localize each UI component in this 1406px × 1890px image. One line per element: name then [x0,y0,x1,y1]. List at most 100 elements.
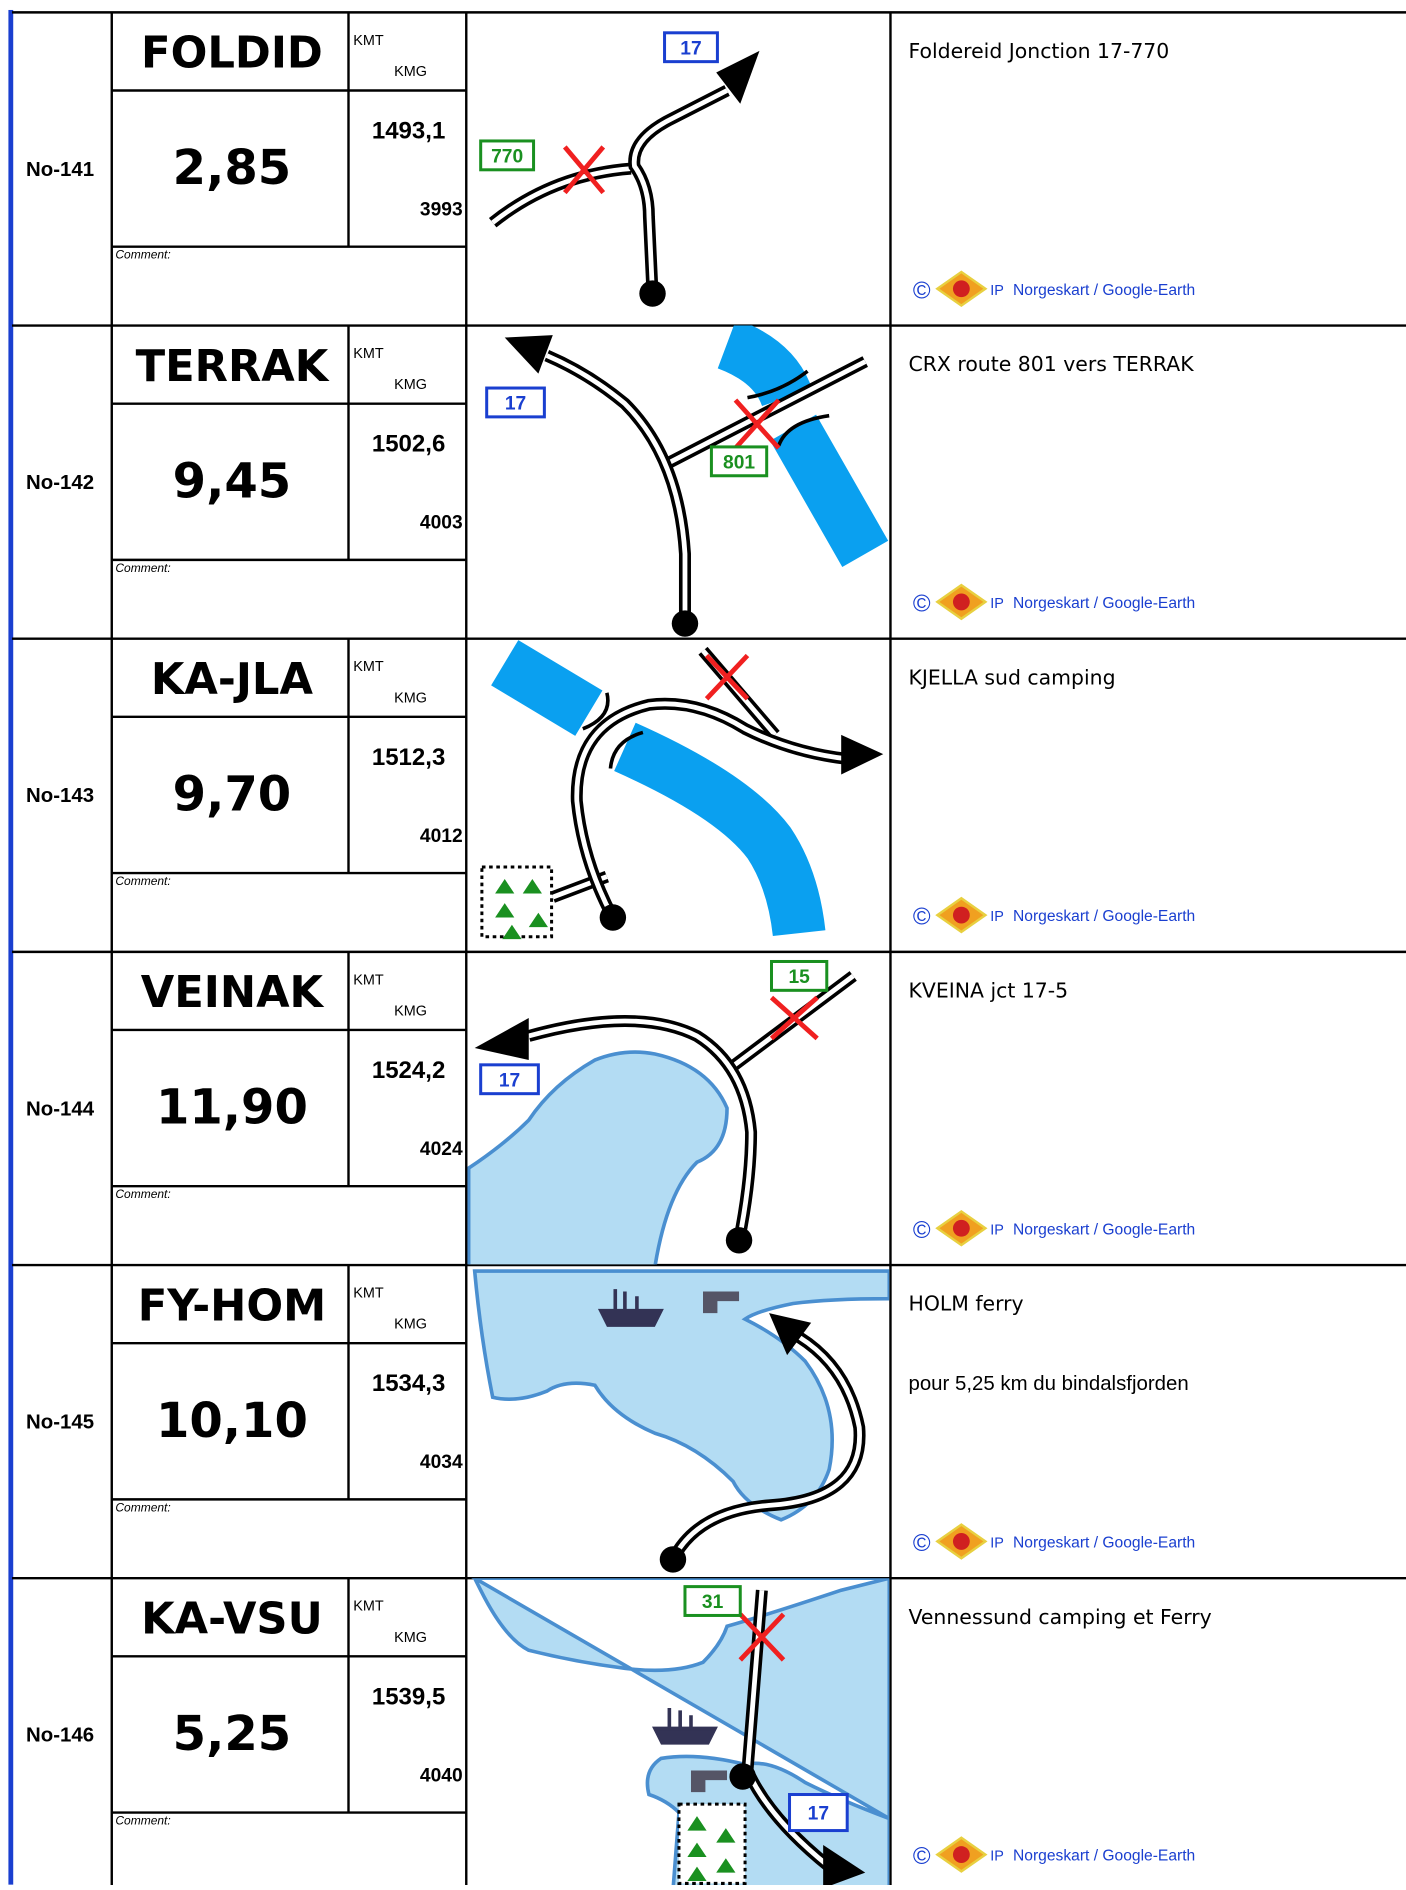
description: HOLM ferry [908,1292,1023,1316]
comment-label: Comment: [115,248,170,262]
road [670,1335,862,1561]
kmg-value: 4034 [420,1452,463,1473]
road [631,88,729,294]
kmg-value: 4003 [420,513,463,534]
stop-name: VEINAK [141,968,325,1018]
credit-symbol: © [913,1217,931,1244]
kmt-label: KMT [353,659,384,675]
credit-source: Norgeskart / Google-Earth [1013,1848,1195,1865]
stop-id: No-145 [26,1411,94,1433]
kmt-value: 1524,2 [372,1057,445,1084]
diagram: 15 17 [467,959,857,1265]
route-label: 17 [505,394,526,415]
stop-id: No-144 [26,1098,95,1120]
kmt-label: KMT [353,33,384,49]
stop-id: No-142 [26,472,94,494]
credit-symbol: © [913,904,931,931]
diagram [472,1269,890,1573]
credit-ip: IP [990,1222,1004,1238]
route-label: 17 [808,1804,829,1825]
credit-ip: IP [990,1535,1004,1551]
kmt-label: KMT [353,346,384,362]
kmg-value: 4024 [420,1139,463,1160]
road [574,701,848,919]
description: pour 5,25 km du bindalsfjorden [908,1373,1188,1395]
distance: 2,85 [173,140,292,196]
credit-source: Norgeskart / Google-Earth [1013,595,1195,612]
comment-label: Comment: [115,874,170,888]
road [488,162,632,228]
distance: 9,70 [173,767,292,823]
road [545,353,688,624]
route-label: 770 [491,147,523,168]
logo-center [952,280,970,298]
logo-center [952,593,970,611]
logo-center [952,1846,970,1864]
comment-label: Comment: [115,1814,170,1828]
description: KJELLA sud camping [908,665,1115,689]
stop-id: No-143 [26,785,94,807]
kmt-label: KMT [353,972,384,988]
kmg-value: 4012 [420,826,463,847]
kmg-label: KMG [394,377,427,393]
comment-label: Comment: [115,1187,170,1201]
credit-source: Norgeskart / Google-Earth [1013,1534,1195,1551]
credit-symbol: © [913,277,931,304]
comment-label: Comment: [115,1500,170,1514]
credit-ip: IP [990,283,1004,299]
distance: 11,90 [156,1080,308,1136]
comment-label: Comment: [115,561,170,575]
description: CRX route 801 vers TERRAK [908,352,1194,376]
kmg-value: 3993 [420,199,463,220]
kmt-value: 1534,3 [372,1370,445,1397]
stop-name: TERRAK [136,342,330,392]
description: Vennessund camping et Ferry [908,1605,1211,1629]
kmt-value: 1502,6 [372,431,445,458]
kmg-label: KMG [394,1004,427,1020]
kmt-label: KMT [353,1599,384,1615]
kmg-label: KMG [394,1630,427,1646]
description: KVEINA jct 17-5 [908,979,1068,1003]
credit-symbol: © [913,591,931,618]
stop-id: No-146 [26,1725,94,1747]
stop-id: No-141 [26,159,94,181]
logo-center [952,1219,970,1237]
credit-ip: IP [990,909,1004,925]
credit-symbol: © [913,1530,931,1557]
route-label: 31 [702,1592,724,1613]
stop-name: FY-HOM [138,1281,326,1331]
diagram: 17 770 [479,31,760,307]
route-label: 15 [788,967,810,988]
distance: 5,25 [173,1706,292,1762]
credit-source: Norgeskart / Google-Earth [1013,908,1195,925]
road [528,1018,754,1241]
kmg-value: 4040 [420,1765,463,1786]
credit-ip: IP [990,1849,1004,1865]
credit-symbol: © [913,1843,931,1870]
road [491,166,632,225]
stop-name: KA-JLA [151,655,314,705]
route-label: 17 [499,1070,520,1091]
left-border [8,9,14,1885]
logo-center [952,1533,970,1550]
kmt-label: KMT [353,1285,384,1301]
kmg-label: KMG [394,690,427,706]
kmt-value: 1539,5 [372,1683,445,1710]
route-label: 801 [723,453,755,474]
credit-source: Norgeskart / Google-Earth [1013,282,1195,299]
kmg-label: KMG [394,64,427,80]
stop-name: FOLDID [141,29,323,79]
distance: 9,45 [173,453,292,509]
diagram [480,640,884,940]
credit-source: Norgeskart / Google-Earth [1013,1221,1195,1238]
distance: 10,10 [156,1393,308,1449]
diagram: 17 801 [485,325,889,637]
stop-name: KA-VSU [141,1594,323,1644]
kmt-value: 1493,1 [372,118,445,145]
diagram: 31 17 [471,1578,890,1890]
kmt-value: 1512,3 [372,744,445,771]
description: Foldereid Jonction 17-770 [908,39,1169,63]
credit-ip: IP [990,596,1004,612]
